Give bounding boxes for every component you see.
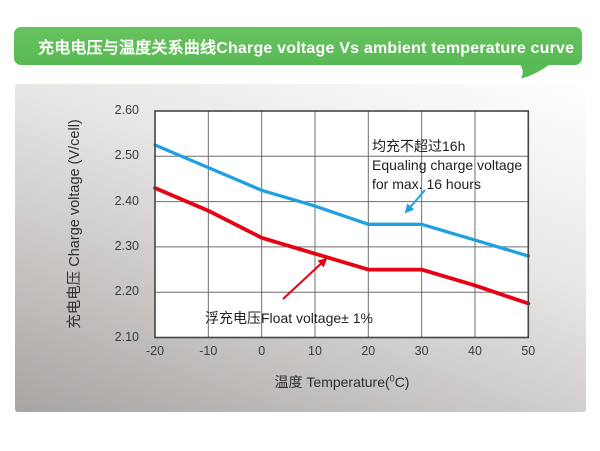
equalize-annotation-line2: Equaling charge voltage bbox=[372, 157, 523, 173]
y-tick-label: 2.30 bbox=[114, 238, 139, 253]
float-arrow-icon bbox=[282, 257, 328, 300]
x-tick-label: 30 bbox=[414, 344, 429, 358]
x-axis-title-text: 温度 Temperature( bbox=[274, 374, 390, 390]
x-tick-label: 20 bbox=[361, 344, 376, 358]
x-tick-label: -10 bbox=[199, 344, 218, 358]
page-title: 充电电压与温度关系曲线Charge voltage Vs ambient tem… bbox=[38, 40, 575, 57]
y-tick-label: 2.40 bbox=[114, 193, 139, 208]
x-tick-label: 10 bbox=[308, 344, 322, 358]
title-banner: 充电电压与温度关系曲线Charge voltage Vs ambient tem… bbox=[14, 27, 582, 65]
float-annotation: 浮充电压Float voltage± 1% bbox=[205, 310, 373, 326]
y-tick-label: 2.10 bbox=[114, 329, 139, 344]
y-tick-label: 2.50 bbox=[114, 148, 139, 163]
plot-area bbox=[153, 110, 531, 339]
equalize-annotation-line3: for max. 16 hours bbox=[372, 176, 481, 192]
equalize-annotation: 均充不超过16h Equaling charge voltage for max… bbox=[372, 137, 522, 194]
degree-superscript: 0 bbox=[389, 373, 395, 384]
x-tick-label: 40 bbox=[468, 344, 482, 358]
equalize-arrow-icon bbox=[404, 189, 426, 214]
y-tick-label: 2.60 bbox=[114, 103, 139, 117]
x-tick-label: 50 bbox=[521, 344, 536, 358]
y-tick-label: 2.20 bbox=[114, 284, 139, 299]
x-axis-title: 温度 Temperature(0C) bbox=[155, 372, 529, 392]
banner-tail-icon bbox=[518, 60, 550, 79]
plot-border bbox=[154, 110, 530, 339]
x-tick-label: 0 bbox=[258, 344, 266, 358]
float-voltage-curve bbox=[153, 186, 531, 306]
x-axis-title-suffix: C) bbox=[394, 374, 410, 390]
y-axis-title: 充电电压 Charge voltage (V/cell) bbox=[67, 119, 83, 329]
x-tick-label: -20 bbox=[145, 344, 165, 358]
plot-background bbox=[155, 111, 529, 338]
equalizing-charge-voltage-curve bbox=[153, 143, 530, 258]
equalize-annotation-line1: 均充不超过16h bbox=[372, 138, 466, 154]
